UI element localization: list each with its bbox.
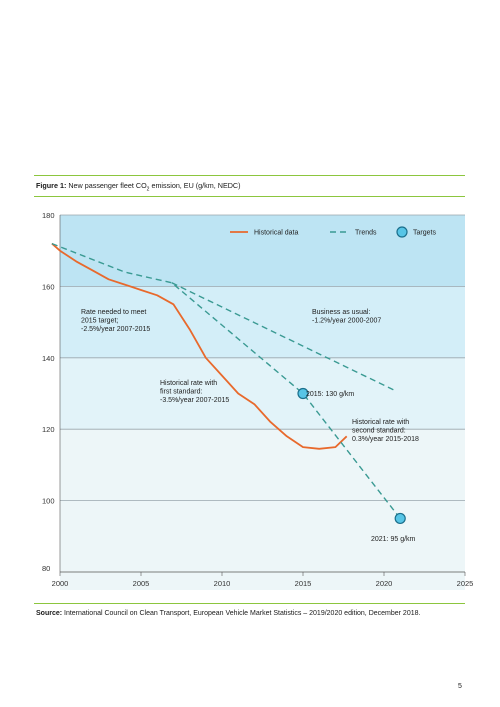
x-tick-label: 2005	[133, 579, 150, 588]
y-tick-label: 80	[42, 564, 50, 573]
y-tick-label: 180	[42, 211, 55, 220]
figure-caption-pre: New passenger fleet CO	[66, 181, 147, 190]
annotation-text: 0.3%/year 2015-2018	[352, 436, 419, 443]
band-bottom	[60, 500, 465, 590]
legend-label: Targets	[413, 230, 436, 237]
figure-title: Figure 1: New passenger fleet CO2 emissi…	[36, 181, 241, 192]
annotation-text: Rate needed to meet	[81, 309, 146, 316]
x-tick-label: 2025	[457, 579, 474, 588]
figure-caption-sub: 2	[146, 186, 150, 193]
top-rule	[34, 175, 465, 176]
legend-label: Historical data	[254, 230, 298, 237]
y-tick-labels: 80 100 120 140 160 180	[42, 211, 55, 573]
target-point	[297, 387, 309, 400]
x-tick-label: 2010	[214, 579, 231, 588]
figure-caption-post: emission, EU (g/km, NEDC)	[149, 181, 241, 190]
annotation-text: Business as usual:	[312, 309, 370, 316]
background-bands	[60, 215, 465, 590]
annotation-text: first standard:	[160, 389, 202, 396]
band-120	[60, 357, 465, 430]
y-tick-label: 140	[42, 354, 55, 363]
trend-line-1	[51, 242, 401, 519]
trend-line-2	[171, 282, 395, 391]
legend-label: Trends	[355, 230, 377, 237]
annotation-text: Historical rate with	[160, 380, 217, 387]
annotation-text: 2015 target;	[81, 318, 118, 325]
annotation-text: 2015: 130 g/km	[306, 391, 354, 398]
x-tick-label: 2020	[376, 579, 393, 588]
source-text: International Council on Clean Transport…	[62, 610, 421, 617]
legend-targets-swatch	[396, 226, 408, 238]
band-140	[60, 286, 465, 358]
data-lines	[51, 242, 401, 519]
caption-rule	[34, 196, 465, 197]
legend: Historical data Trends Targets	[230, 226, 436, 238]
x-tick-label: 2015	[295, 579, 312, 588]
target-point	[394, 512, 406, 525]
grid-lines	[60, 214, 465, 502]
x-tick-label: 2000	[52, 579, 69, 588]
y-tick-label: 120	[42, 425, 55, 434]
y-tick-label: 160	[42, 282, 55, 291]
figure-label: Figure 1:	[36, 181, 67, 190]
source-rule	[34, 603, 465, 604]
annotations: Rate needed to meet 2015 target;-2.5%/yea…	[81, 309, 419, 543]
annotation-text: 2021: 95 g/km	[371, 536, 416, 543]
target-markers	[297, 387, 406, 525]
page-number: 5	[458, 683, 462, 690]
annotation-text: -1.2%/year 2000-2007	[312, 318, 381, 325]
annotation-text: -3.5%/year 2007-2015	[160, 397, 229, 404]
annotation-text: second standard:	[352, 428, 406, 435]
historical-data-line	[51, 242, 348, 450]
y-tick-label: 100	[42, 497, 55, 506]
annotation-text: -2.5%/year 2007-2015	[81, 326, 150, 333]
x-axis: 2000 2005 2010 2015 2020 2025	[52, 215, 474, 588]
source-label: Source:	[36, 610, 63, 617]
band-160	[60, 215, 465, 287]
source-note: Source: International Council on Clean T…	[36, 610, 420, 617]
annotation-text: Historical rate with	[352, 419, 409, 426]
band-100	[60, 429, 465, 501]
